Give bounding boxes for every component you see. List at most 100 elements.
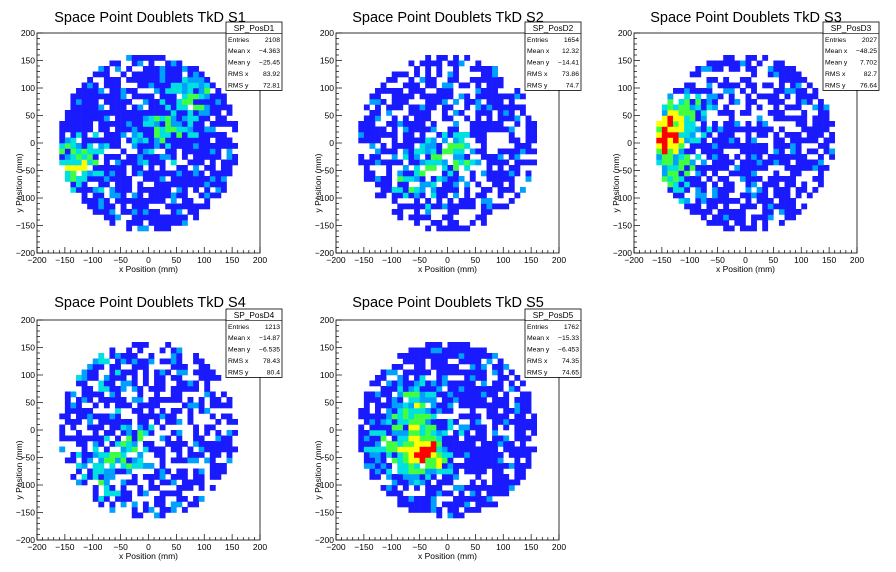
histogram-bin <box>497 457 504 464</box>
histogram-bin <box>193 430 199 436</box>
histogram-bin <box>486 154 493 160</box>
histogram-bin <box>503 159 510 166</box>
histogram-bin <box>464 441 471 447</box>
histogram-bin <box>391 479 398 486</box>
histogram-bin <box>170 397 177 403</box>
histogram-bin <box>678 154 685 160</box>
histogram-bin <box>120 203 127 210</box>
y-tick-label: 50 <box>623 111 633 121</box>
histogram-bin <box>397 104 404 111</box>
histogram-bin <box>706 209 713 215</box>
histogram-bin <box>469 364 476 370</box>
histogram-bin <box>159 104 166 111</box>
histogram-bin <box>795 187 802 193</box>
histogram-bin <box>103 419 110 425</box>
histogram-bin <box>430 220 437 226</box>
histogram-bin <box>480 457 487 464</box>
histogram-bin <box>137 192 144 199</box>
histogram-bin <box>402 71 409 78</box>
histogram-bin <box>204 441 211 447</box>
histogram-bin <box>447 391 454 398</box>
histogram-bin <box>193 132 199 138</box>
histogram-bin <box>176 468 183 475</box>
histogram-bin <box>81 170 88 177</box>
histogram-bin <box>700 148 707 155</box>
histogram-bin <box>801 154 808 160</box>
histogram-bin <box>425 143 432 149</box>
histogram-bin <box>142 402 149 409</box>
histogram-bin <box>209 375 216 381</box>
histogram-bin <box>419 501 426 508</box>
histogram-bin <box>778 99 785 105</box>
y-tick-label: 0 <box>329 138 334 148</box>
histogram-bin <box>148 507 155 513</box>
x-tick-label: −150 <box>354 542 373 552</box>
x-axis-label: x Position (mm) <box>716 264 775 274</box>
histogram-bin <box>784 192 791 199</box>
histogram-bin <box>70 132 77 138</box>
histogram-bin <box>165 181 172 188</box>
histogram-bin <box>773 137 780 144</box>
histogram-bin <box>397 419 404 425</box>
histogram-bin <box>154 104 160 111</box>
stats-value: 72.81 <box>263 82 280 89</box>
histogram-bin <box>226 457 233 464</box>
histogram-bin <box>148 441 155 447</box>
histogram-bin <box>700 209 707 215</box>
histogram-bin <box>673 88 679 94</box>
histogram-bin <box>76 441 82 447</box>
histogram-bin <box>458 154 465 160</box>
histogram-bin <box>514 446 521 453</box>
histogram-bin <box>430 342 437 348</box>
histogram-bin <box>441 468 448 475</box>
histogram-bin <box>386 88 393 94</box>
histogram-bin <box>148 170 155 177</box>
histogram-bin <box>391 115 398 122</box>
histogram-bin <box>103 77 110 83</box>
histogram-bin <box>181 474 188 480</box>
histogram-bin <box>220 441 227 447</box>
histogram-bin <box>441 430 448 436</box>
x-tick-label: −100 <box>382 255 401 265</box>
histogram-bin <box>226 159 233 166</box>
histogram-bin <box>137 386 144 392</box>
histogram-bin <box>226 165 233 171</box>
histogram-bin <box>380 82 387 89</box>
histogram-bin <box>514 159 521 166</box>
histogram-bin <box>92 435 99 442</box>
histogram-bin <box>142 375 149 381</box>
histogram-bin <box>689 104 696 111</box>
histogram-bin <box>503 413 510 420</box>
histogram-bin <box>712 93 718 100</box>
histogram-bin <box>436 468 443 475</box>
histogram-bin <box>436 220 443 226</box>
histogram-bin <box>464 380 471 387</box>
histogram-bin <box>717 165 724 171</box>
histogram-bin <box>508 93 515 100</box>
histogram-bin <box>525 148 532 155</box>
x-axis-label: x Position (mm) <box>119 551 178 561</box>
x-tick-label: 0 <box>445 542 450 552</box>
histogram-bin <box>812 93 819 100</box>
histogram-bin <box>408 424 415 431</box>
histogram-bin <box>92 446 99 453</box>
histogram-bin <box>176 126 183 133</box>
histogram-bin <box>92 424 99 431</box>
histogram-bin <box>375 413 381 420</box>
histogram-bin <box>453 132 459 138</box>
histogram-bin <box>120 353 127 359</box>
histogram-bin <box>475 386 482 392</box>
histogram-bin <box>103 154 110 160</box>
histogram-bin <box>148 430 155 436</box>
histogram-bin <box>773 148 780 155</box>
histogram-bin <box>745 170 752 177</box>
histogram-bin <box>414 369 420 376</box>
histogram-bin <box>154 501 160 508</box>
histogram-bin <box>187 99 194 105</box>
histogram-bin <box>187 380 194 387</box>
histogram-bin <box>198 110 205 116</box>
histogram-bin <box>109 154 116 160</box>
histogram-bin <box>209 463 216 469</box>
histogram-bin <box>817 104 824 111</box>
